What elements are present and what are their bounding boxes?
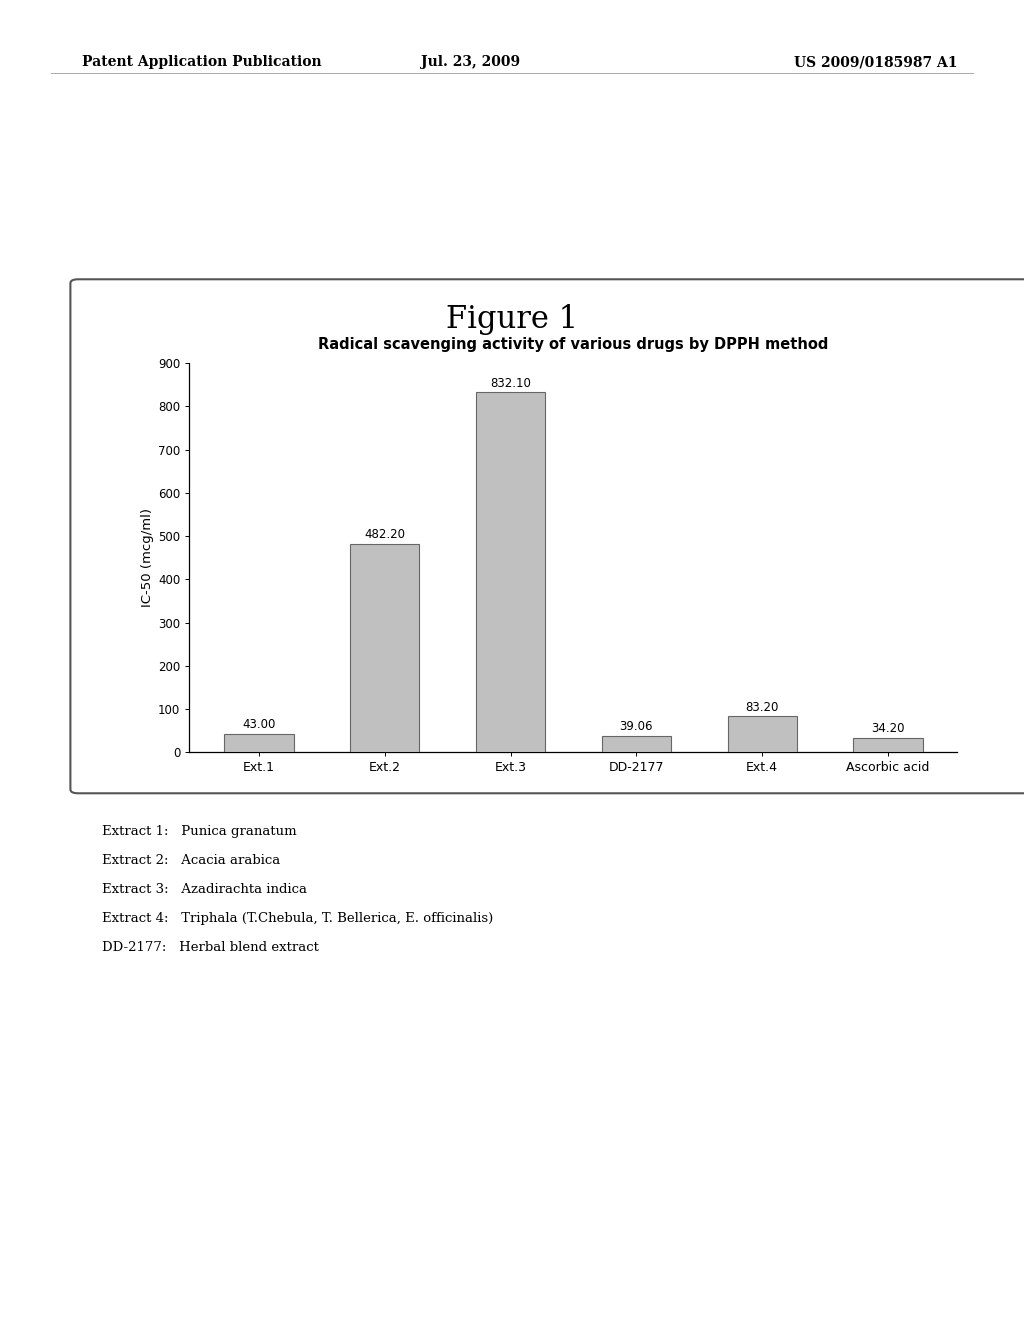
Text: 43.00: 43.00 — [243, 718, 275, 731]
Bar — [476, 392, 545, 752]
Text: Extract 2:   Acacia arabica: Extract 2: Acacia arabica — [102, 854, 281, 867]
FancyBboxPatch shape — [71, 280, 1024, 793]
Text: US 2009/0185987 A1: US 2009/0185987 A1 — [794, 55, 957, 70]
Text: Extract 1:   Punica granatum: Extract 1: Punica granatum — [102, 825, 297, 838]
Text: 482.20: 482.20 — [365, 528, 406, 541]
Text: 39.06: 39.06 — [620, 719, 653, 733]
Text: 34.20: 34.20 — [871, 722, 904, 735]
Bar — [727, 717, 797, 752]
Bar — [602, 735, 671, 752]
Text: Patent Application Publication: Patent Application Publication — [82, 55, 322, 70]
Bar — [350, 544, 420, 752]
Text: Extract 3:   Azadirachta indica: Extract 3: Azadirachta indica — [102, 883, 307, 896]
Bar — [853, 738, 923, 752]
Text: 83.20: 83.20 — [745, 701, 779, 714]
Text: 832.10: 832.10 — [490, 376, 531, 389]
Text: Jul. 23, 2009: Jul. 23, 2009 — [422, 55, 520, 70]
Y-axis label: IC-50 (mcg/ml): IC-50 (mcg/ml) — [141, 508, 154, 607]
Text: DD-2177:   Herbal blend extract: DD-2177: Herbal blend extract — [102, 941, 319, 954]
Text: Figure 1: Figure 1 — [445, 304, 579, 334]
Text: Extract 4:   Triphala (T.Chebula, T. Bellerica, E. officinalis): Extract 4: Triphala (T.Chebula, T. Belle… — [102, 912, 494, 925]
Bar — [224, 734, 294, 752]
Title: Radical scavenging activity of various drugs by DPPH method: Radical scavenging activity of various d… — [318, 337, 828, 352]
